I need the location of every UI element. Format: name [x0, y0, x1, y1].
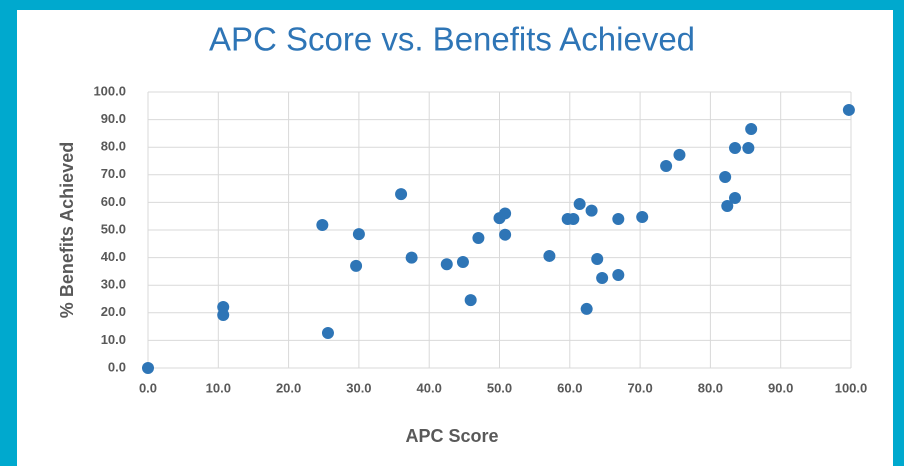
y-tick-label: 90.0 [101, 111, 126, 126]
point [567, 212, 580, 225]
point [456, 256, 469, 269]
y-tick-label: 0.0 [108, 359, 126, 374]
y-tick-label: 80.0 [101, 139, 126, 154]
point [742, 142, 755, 155]
point [591, 252, 604, 265]
point [596, 272, 609, 285]
x-tick-label: 10.0 [206, 380, 231, 395]
point [721, 199, 734, 212]
point [405, 251, 418, 264]
point [612, 268, 625, 281]
x-tick-label: 60.0 [557, 380, 582, 395]
x-tick-label: 30.0 [346, 380, 371, 395]
y-tick-label: 50.0 [101, 221, 126, 236]
point [316, 219, 329, 232]
x-tick-label: 20.0 [276, 380, 301, 395]
point [543, 249, 556, 262]
point [729, 191, 742, 204]
x-tick-label: 50.0 [487, 380, 512, 395]
x-tick-label: 40.0 [417, 380, 442, 395]
y-tick-label: 40.0 [101, 249, 126, 264]
x-tick-label: 80.0 [698, 380, 723, 395]
point [636, 211, 649, 224]
x-tick-label: 70.0 [627, 380, 652, 395]
point [719, 171, 732, 184]
point [673, 148, 686, 161]
chart-panel [17, 10, 893, 466]
y-tick-label: 30.0 [101, 277, 126, 292]
point [142, 362, 154, 374]
x-axis-label: APC Score [405, 426, 498, 446]
point [842, 103, 855, 116]
point [350, 259, 363, 272]
point [729, 142, 742, 155]
point [352, 228, 365, 241]
point [395, 188, 408, 201]
point [464, 294, 477, 307]
point [499, 207, 512, 220]
y-tick-label: 100.0 [93, 83, 126, 98]
point [499, 228, 512, 241]
point [440, 258, 453, 271]
x-tick-label: 100.0 [835, 380, 868, 395]
point [745, 122, 758, 135]
y-tick-label: 10.0 [101, 332, 126, 347]
y-tick-label: 70.0 [101, 166, 126, 181]
y-tick-label: 20.0 [101, 304, 126, 319]
y-tick-label: 60.0 [101, 194, 126, 209]
point [660, 159, 673, 172]
point [612, 212, 625, 225]
x-tick-label: 90.0 [768, 380, 793, 395]
point [573, 198, 586, 211]
point [585, 204, 598, 217]
point [321, 326, 334, 339]
chart-title: APC Score vs. Benefits Achieved [209, 21, 695, 58]
x-tick-label: 0.0 [139, 380, 157, 395]
point [472, 232, 485, 245]
y-axis-label: % Benefits Achieved [57, 142, 77, 318]
point [217, 309, 230, 322]
point [580, 302, 593, 315]
